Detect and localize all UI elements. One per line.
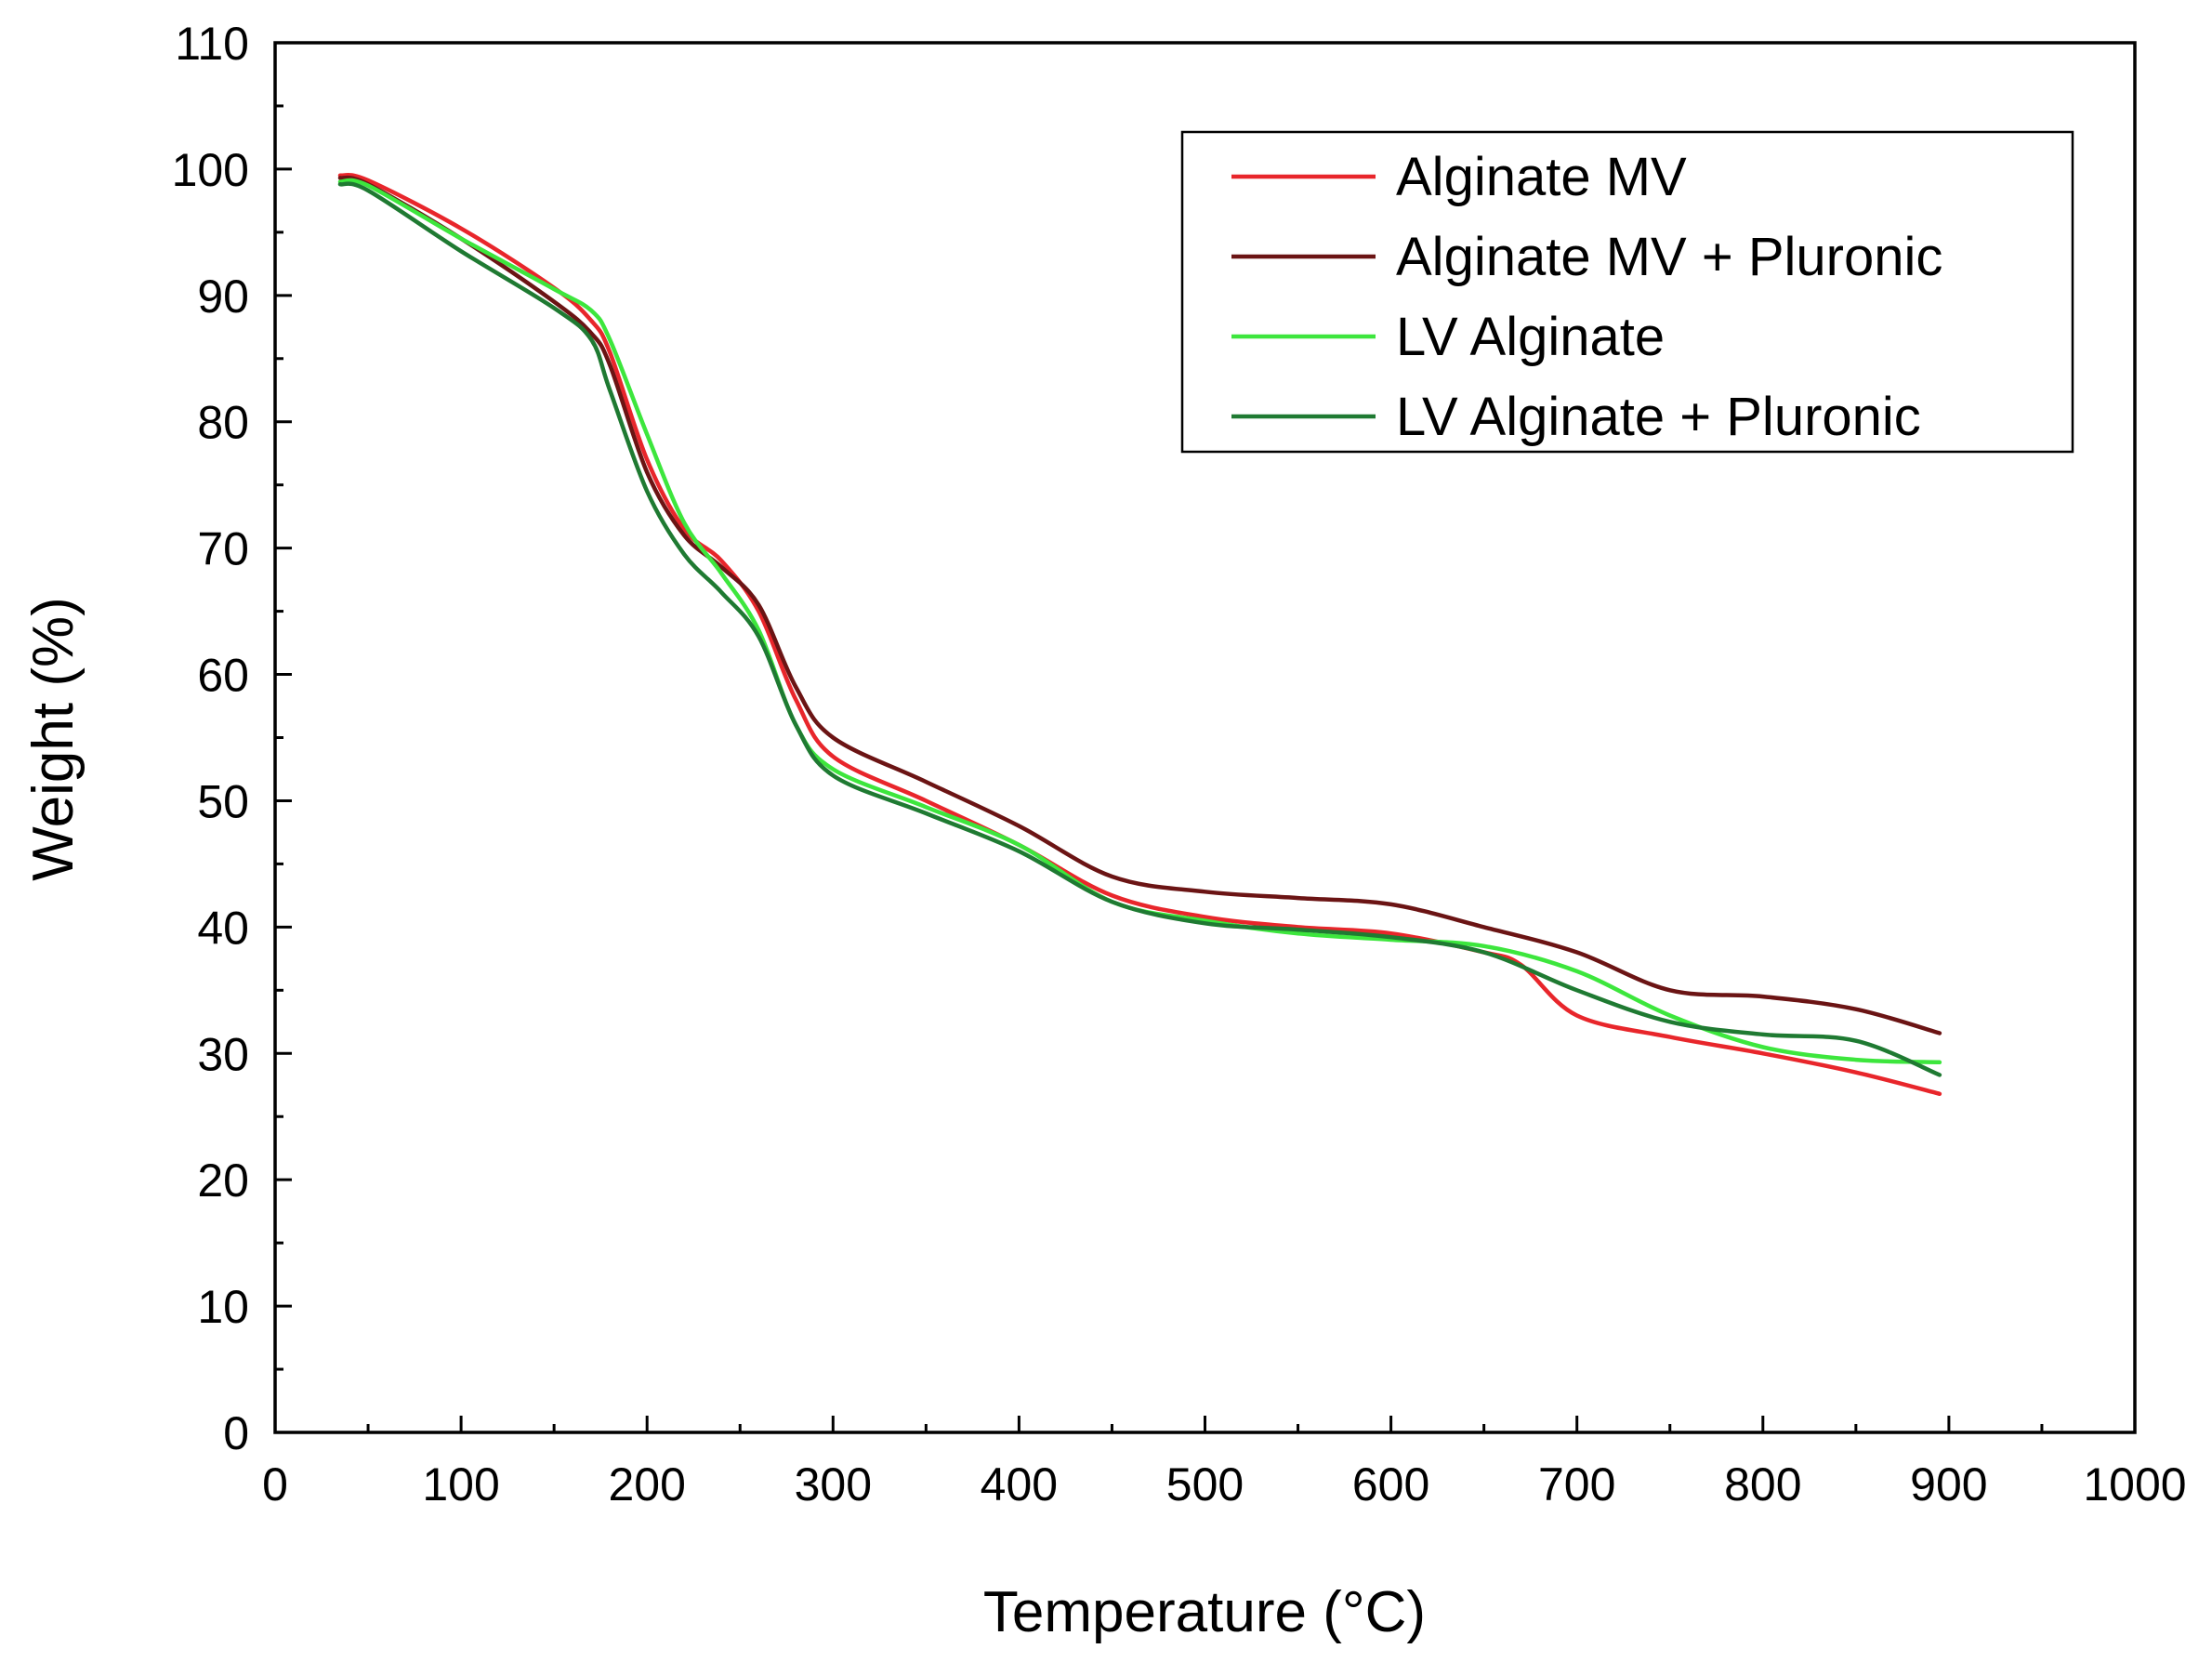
y-tick-label: 40 bbox=[197, 902, 249, 954]
x-tick-label: 800 bbox=[1724, 1458, 1801, 1510]
series-line-2 bbox=[337, 175, 1942, 1035]
legend-label-1: Alginate MV bbox=[1396, 147, 1687, 207]
y-tick-label: 50 bbox=[197, 775, 249, 827]
legend-label-3: LV Alginate bbox=[1396, 307, 1665, 367]
y-tick-label: 0 bbox=[223, 1407, 249, 1459]
legend-box bbox=[1180, 130, 2074, 454]
x-tick-label: 900 bbox=[1910, 1458, 1987, 1510]
y-tick-label: 90 bbox=[197, 270, 249, 323]
y-axis-ticks: 0 10 20 30 40 50 60 70 80 90 100 110 bbox=[172, 18, 292, 1459]
y-tick-label: 10 bbox=[197, 1281, 249, 1333]
x-axis-title: Temperature (°C) bbox=[983, 1580, 1426, 1644]
y-tick-label: 30 bbox=[197, 1028, 249, 1080]
legend-label-2: Alginate MV + Pluronic bbox=[1396, 227, 1942, 287]
legend-label-4: LV Alginate + Pluronic bbox=[1396, 387, 1921, 447]
x-tick-label: 100 bbox=[422, 1458, 499, 1510]
x-tick-label: 400 bbox=[981, 1458, 1058, 1510]
legend: Alginate MV Alginate MV + Pluronic LV Algi… bbox=[1180, 130, 2074, 454]
x-axis-ticks: 0 100 200 300 400 500 600 700 800 900 1000 bbox=[262, 1416, 2187, 1510]
x-tick-label: 200 bbox=[608, 1458, 685, 1510]
y-tick-label: 60 bbox=[197, 650, 249, 702]
series-line-4 bbox=[337, 181, 1942, 1077]
y-tick-label: 80 bbox=[197, 397, 249, 449]
y-tick-label: 110 bbox=[175, 18, 249, 70]
series-layer bbox=[337, 172, 1942, 1097]
series-line-3 bbox=[337, 178, 1942, 1065]
x-tick-label: 500 bbox=[1166, 1458, 1244, 1510]
y-tick-label: 70 bbox=[197, 523, 249, 575]
y-tick-label: 20 bbox=[197, 1154, 249, 1207]
y-axis-title: Weight (%) bbox=[21, 597, 86, 881]
x-tick-label: 1000 bbox=[2083, 1458, 2186, 1510]
y-tick-label: 100 bbox=[172, 144, 249, 196]
x-tick-label: 600 bbox=[1352, 1458, 1429, 1510]
series-line-1 bbox=[337, 172, 1942, 1097]
x-tick-label: 0 bbox=[262, 1458, 288, 1510]
x-tick-label: 700 bbox=[1538, 1458, 1615, 1510]
x-tick-label: 300 bbox=[795, 1458, 872, 1510]
